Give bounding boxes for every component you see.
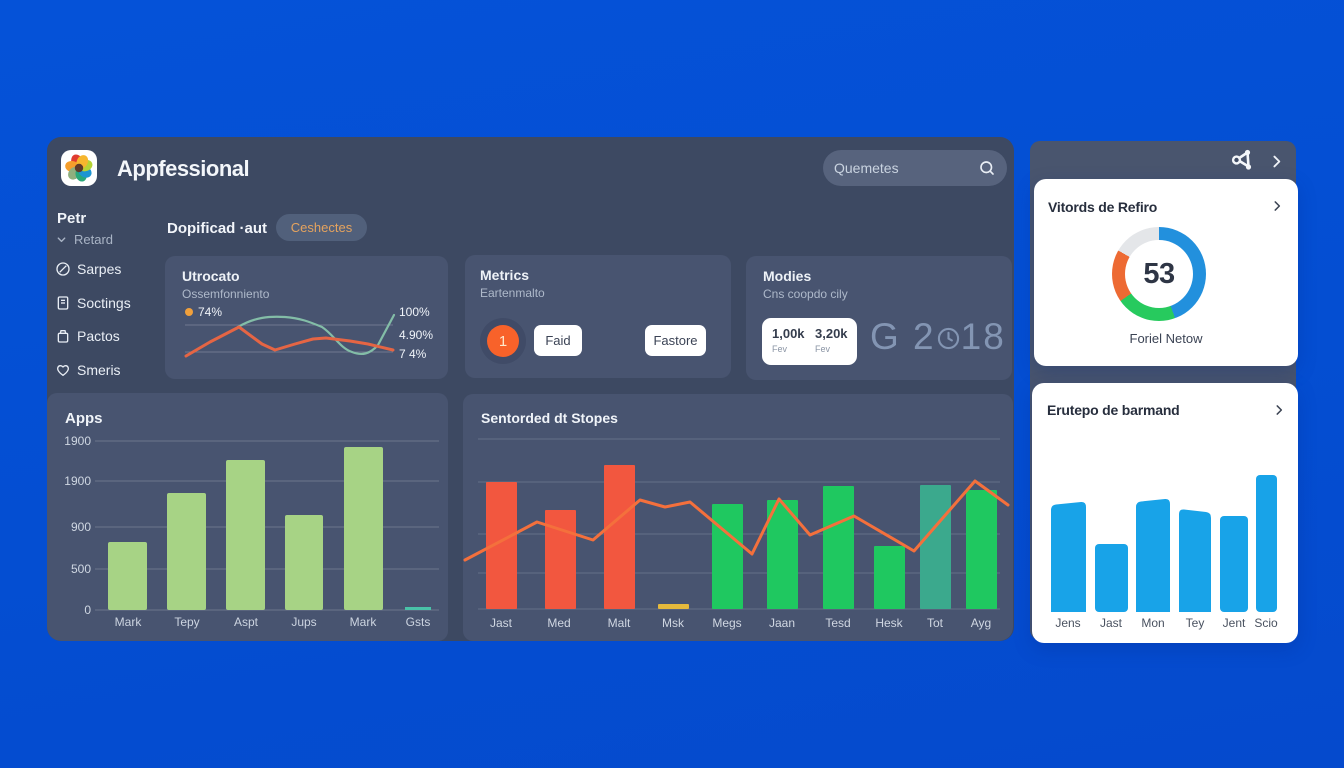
svg-text:Aspt: Aspt bbox=[234, 615, 259, 629]
svg-text:100%: 100% bbox=[399, 305, 430, 319]
svg-text:1900: 1900 bbox=[64, 474, 91, 488]
svg-text:4.90%: 4.90% bbox=[399, 328, 433, 342]
svg-text:Mon: Mon bbox=[1141, 616, 1164, 630]
svg-text:900: 900 bbox=[71, 520, 91, 534]
svg-text:500: 500 bbox=[71, 562, 91, 576]
svg-text:Gsts: Gsts bbox=[406, 615, 431, 629]
svg-text:Mark: Mark bbox=[350, 615, 378, 629]
svg-text:Jent: Jent bbox=[1223, 616, 1246, 630]
svg-text:7 4%: 7 4% bbox=[399, 347, 427, 361]
svg-text:Jaan: Jaan bbox=[769, 616, 795, 630]
svg-text:Msk: Msk bbox=[662, 616, 685, 630]
svg-text:Jast: Jast bbox=[490, 616, 513, 630]
svg-text:Jens: Jens bbox=[1055, 616, 1080, 630]
svg-text:Malt: Malt bbox=[608, 616, 631, 630]
svg-text:Jups: Jups bbox=[291, 615, 316, 629]
svg-text:1900: 1900 bbox=[64, 434, 91, 448]
svg-text:Mark: Mark bbox=[115, 615, 143, 629]
svg-text:Tepy: Tepy bbox=[174, 615, 199, 629]
svg-text:Ayg: Ayg bbox=[971, 616, 991, 630]
svg-text:Megs: Megs bbox=[712, 616, 741, 630]
svg-text:Med: Med bbox=[547, 616, 570, 630]
svg-text:Tot: Tot bbox=[927, 616, 944, 630]
svg-text:Tey: Tey bbox=[1186, 616, 1205, 630]
svg-text:Tesd: Tesd bbox=[825, 616, 850, 630]
svg-text:0: 0 bbox=[84, 603, 91, 617]
svg-text:Hesk: Hesk bbox=[875, 616, 903, 630]
svg-text:Scio: Scio bbox=[1254, 616, 1278, 630]
svg-text:Jast: Jast bbox=[1100, 616, 1123, 630]
